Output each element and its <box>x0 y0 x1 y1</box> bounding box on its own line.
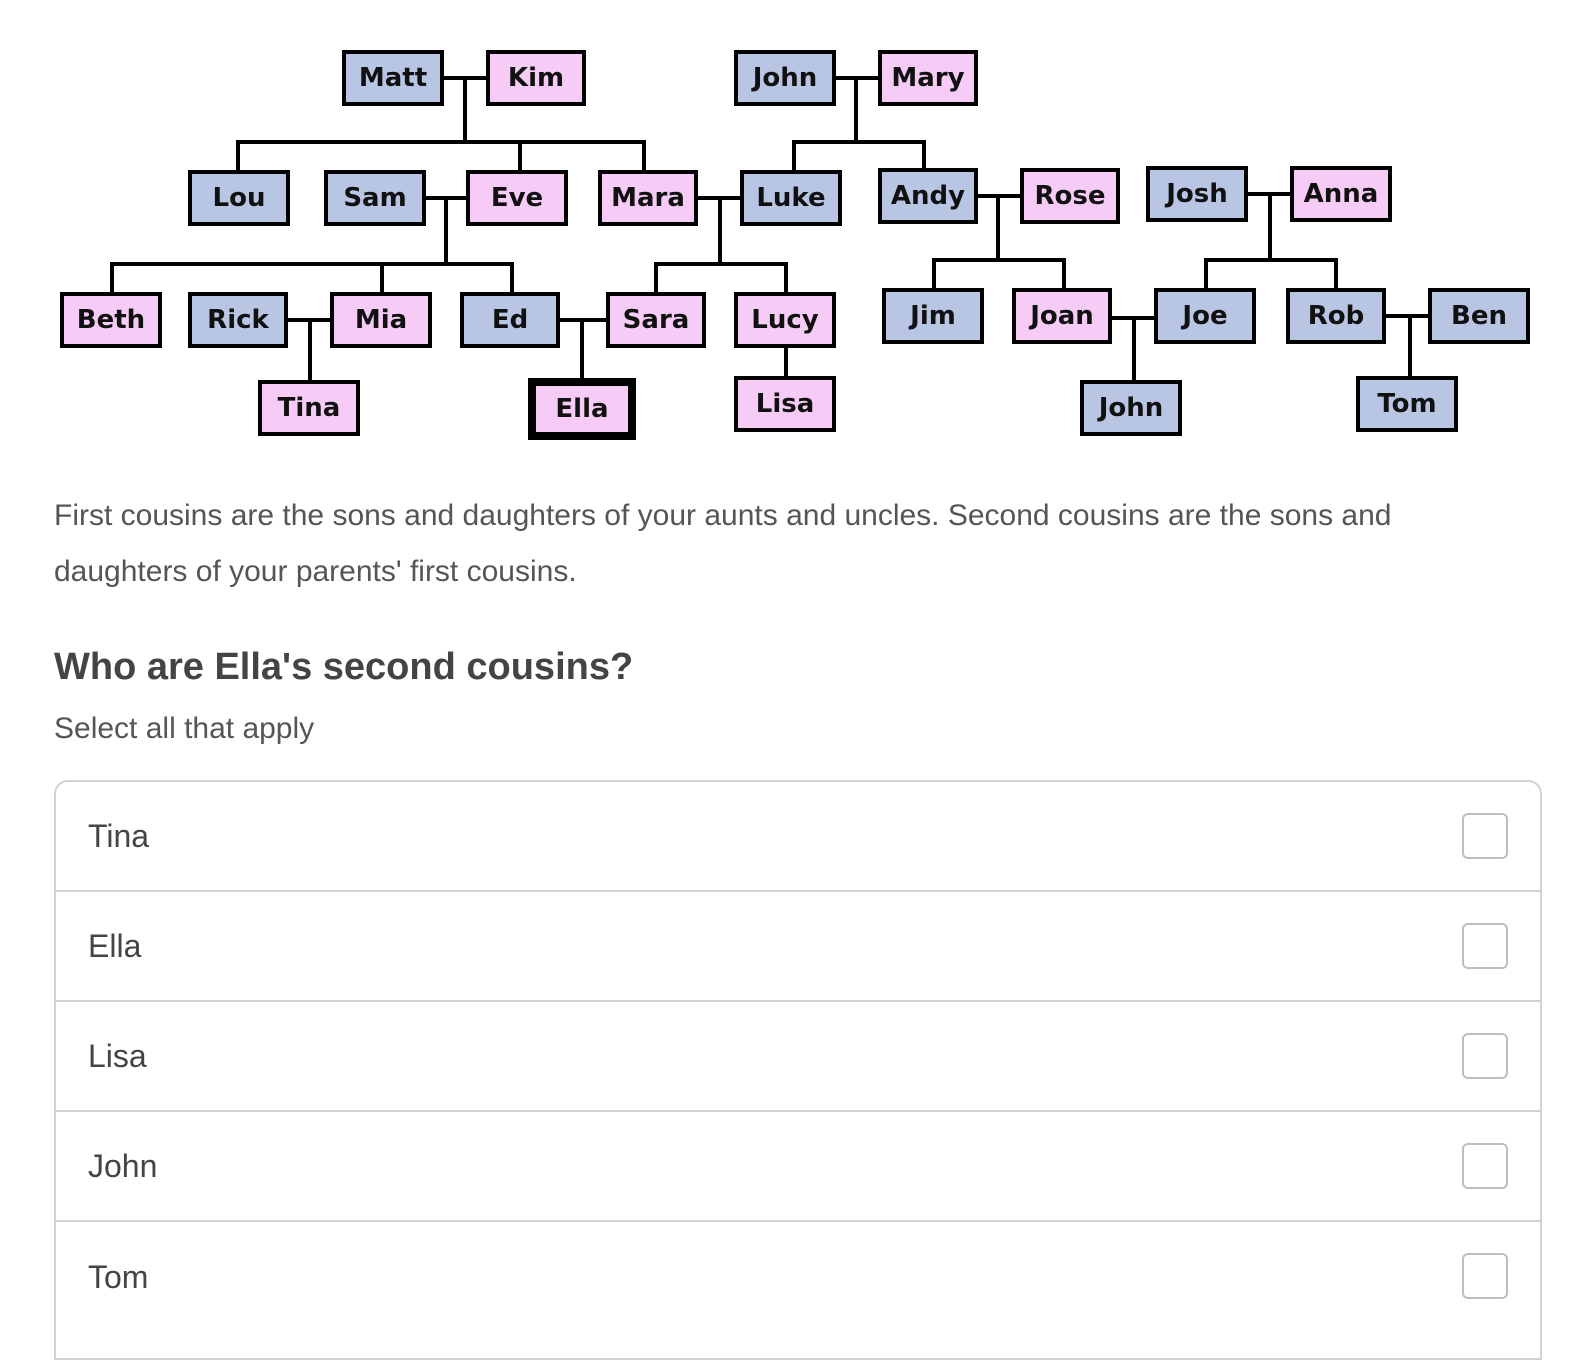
person-box: Mary <box>878 50 978 106</box>
tree-connector <box>236 140 646 144</box>
person-box: Mia <box>330 292 432 348</box>
person-box: Beth <box>60 292 162 348</box>
tree-connector <box>654 262 788 266</box>
question-title: Who are Ella's second cousins? <box>54 646 634 688</box>
tree-connector <box>854 76 858 142</box>
person-box: Andy <box>878 168 978 224</box>
option-checkbox[interactable] <box>1462 813 1508 859</box>
person-box: John <box>1080 380 1182 436</box>
tree-connector <box>1268 192 1272 260</box>
tree-connector <box>1334 258 1338 290</box>
answer-option-ella[interactable]: Ella <box>56 892 1540 1002</box>
person-box: Lisa <box>734 376 836 432</box>
question-description: First cousins are the sons and daughters… <box>54 499 1392 588</box>
person-box: Sara <box>606 292 706 348</box>
tree-connector <box>236 140 240 172</box>
answer-option-tom[interactable]: Tom <box>56 1222 1540 1332</box>
person-box: Josh <box>1146 166 1248 222</box>
option-label: John <box>88 1147 158 1184</box>
option-checkbox[interactable] <box>1462 1253 1508 1299</box>
option-checkbox[interactable] <box>1462 1033 1508 1079</box>
tree-connector <box>444 196 448 264</box>
tree-connector <box>922 140 926 172</box>
tree-connector <box>1204 258 1338 262</box>
person-box: John <box>734 50 836 106</box>
tree-connector <box>308 318 312 382</box>
person-box: Jim <box>882 288 984 344</box>
person-box: Lucy <box>734 292 836 348</box>
answer-option-tina[interactable]: Tina <box>56 782 1540 892</box>
tree-connector <box>380 262 384 294</box>
answer-option-lisa[interactable]: Lisa <box>56 1002 1540 1112</box>
tree-connector <box>792 140 926 144</box>
tree-connector <box>110 262 114 294</box>
tree-connector <box>654 262 658 294</box>
person-box: Lou <box>188 170 290 226</box>
tree-connector <box>784 344 788 378</box>
tree-connector <box>580 318 584 380</box>
question-instruction: Select all that apply <box>54 712 315 745</box>
tree-connector <box>932 258 1066 262</box>
person-box: Eve <box>466 170 568 226</box>
answer-option-john[interactable]: John <box>56 1112 1540 1222</box>
tree-connector <box>996 194 1000 260</box>
tree-connector <box>518 140 522 172</box>
tree-connector <box>1062 258 1066 290</box>
tree-connector <box>1132 316 1136 382</box>
person-box: Tina <box>258 380 360 436</box>
person-box: Matt <box>342 50 444 106</box>
person-box: Sam <box>324 170 426 226</box>
person-box: Tom <box>1356 376 1458 432</box>
option-label: Ella <box>88 927 142 964</box>
person-box: Rose <box>1020 168 1120 224</box>
person-box: Rob <box>1286 288 1386 344</box>
tree-connector <box>1204 258 1208 290</box>
tree-connector <box>1408 314 1412 378</box>
option-label: Tina <box>88 817 150 854</box>
answer-options-list: Tina Ella Lisa John Tom <box>54 780 1542 1360</box>
tree-connector <box>932 258 936 290</box>
family-tree: Matt Kim John Mary Lou Sam Eve Mara Luke… <box>0 0 1584 460</box>
tree-connector <box>110 262 514 266</box>
tree-connector <box>784 262 788 294</box>
person-box: Luke <box>740 170 842 226</box>
tree-connector <box>718 196 722 264</box>
person-box-highlighted: Ella <box>528 378 636 440</box>
tree-connector <box>463 76 467 142</box>
option-checkbox[interactable] <box>1462 1143 1508 1189</box>
person-box: Anna <box>1290 166 1392 222</box>
person-box: Joan <box>1012 288 1112 344</box>
option-label: Tom <box>88 1258 149 1295</box>
tree-connector <box>510 262 514 294</box>
person-box: Joe <box>1154 288 1256 344</box>
person-box: Ben <box>1428 288 1530 344</box>
person-box: Mara <box>598 170 698 226</box>
person-box: Rick <box>188 292 288 348</box>
option-label: Lisa <box>88 1037 147 1074</box>
option-checkbox[interactable] <box>1462 923 1508 969</box>
person-box: Kim <box>486 50 586 106</box>
person-box: Ed <box>460 292 560 348</box>
tree-connector <box>642 140 646 172</box>
tree-connector <box>792 140 796 172</box>
